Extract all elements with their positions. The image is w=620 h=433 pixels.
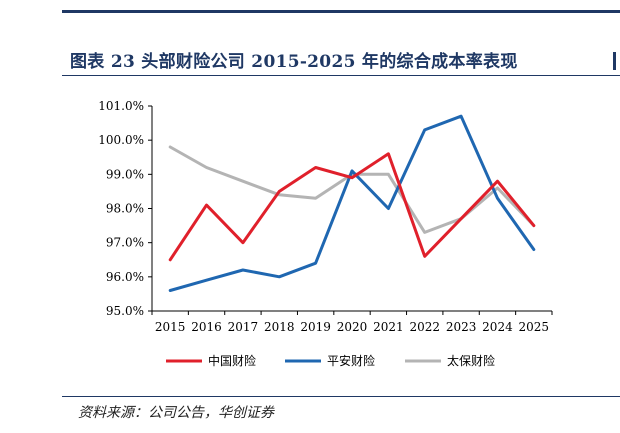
y-tick-label: 101.0% (98, 99, 144, 113)
y-tick-label: 96.0% (106, 270, 144, 284)
legend-label: 平安财险 (327, 353, 375, 368)
page-edge-mark (613, 52, 616, 70)
y-tick-label: 97.0% (106, 236, 144, 250)
x-tick-label: 2019 (300, 320, 331, 334)
title-rule (62, 75, 620, 76)
y-tick-label: 99.0% (106, 167, 144, 181)
x-tick-label: 2021 (373, 320, 404, 334)
bottom-rule (62, 396, 620, 397)
x-tick-label: 2023 (446, 320, 477, 334)
x-tick-label: 2017 (228, 320, 259, 334)
figure-title: 图表 23 头部财险公司 2015-2025 年的综合成本率表现 (70, 52, 518, 72)
x-tick-label: 2016 (191, 320, 222, 334)
x-tick-label: 2024 (482, 320, 513, 334)
x-tick-label: 2020 (337, 320, 368, 334)
top-rule (62, 10, 620, 13)
y-tick-label: 100.0% (98, 133, 144, 147)
x-tick-label: 2018 (264, 320, 295, 334)
y-tick-label: 98.0% (106, 202, 144, 216)
y-tick-label: 95.0% (106, 304, 144, 318)
legend-label: 中国财险 (208, 353, 256, 368)
x-tick-label: 2025 (519, 320, 550, 334)
legend-label: 太保财险 (447, 353, 495, 368)
x-tick-label: 2022 (409, 320, 440, 334)
series-line-2 (168, 114, 536, 292)
series-line-1 (168, 152, 536, 262)
x-tick-label: 2015 (155, 320, 186, 334)
source-note: 资料来源：公司公告，华创证券 (78, 405, 274, 421)
